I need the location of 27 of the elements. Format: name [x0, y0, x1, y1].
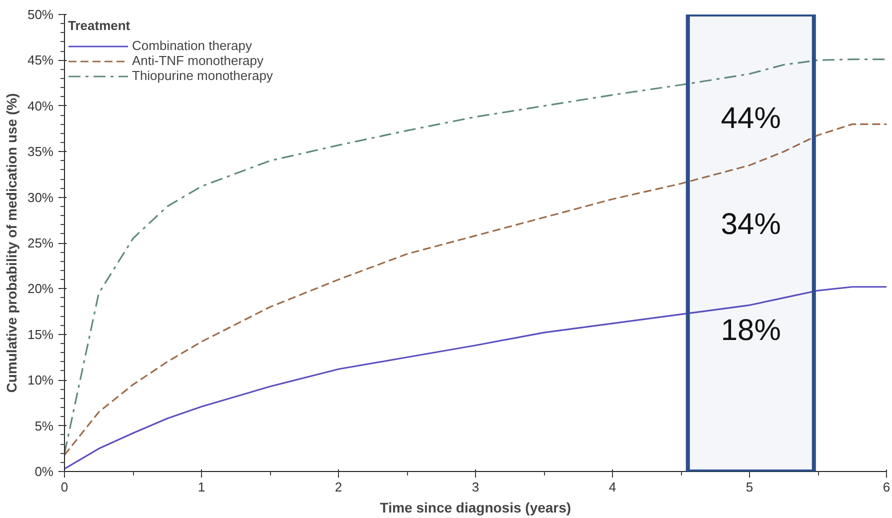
x-tick-label: 0: [60, 480, 68, 494]
annotation: 34%: [720, 208, 781, 241]
y-tick-label: 30%: [27, 190, 54, 205]
x-tick-label: 4: [608, 480, 616, 494]
y-tick-label: 5%: [34, 418, 54, 434]
legend-label: Anti-TNF monotherapy: [132, 53, 264, 68]
y-axis-title: Cumulative probability of medication use (%): [3, 93, 20, 393]
y-tick-label: 35%: [27, 144, 54, 160]
y-tick-label: 40%: [27, 98, 54, 114]
annotation: 18%: [720, 314, 781, 347]
x-tick-label: 3: [472, 480, 480, 494]
annotation: 44%: [720, 102, 781, 135]
x-tick-label: 2: [334, 480, 342, 494]
y-tick-label: 10%: [27, 372, 54, 388]
legend-label: Combination therapy: [132, 38, 252, 53]
x-tick-label: 5: [746, 480, 754, 494]
x-tick-label: 6: [882, 480, 890, 494]
y-tick-label: 0%: [34, 464, 54, 479]
y-tick-label: 25%: [27, 236, 54, 250]
x-axis-title: Time since diagnosis (years): [380, 500, 572, 516]
y-tick-label: 15%: [27, 326, 54, 342]
y-tick-label: 45%: [27, 52, 54, 68]
legend-label: Thiopurine monotherapy: [132, 68, 273, 83]
y-tick-label: 50%: [27, 7, 54, 22]
legend-title: Treatment: [68, 18, 132, 33]
x-tick-label: 1: [198, 480, 206, 494]
y-tick-label: 20%: [27, 281, 54, 296]
